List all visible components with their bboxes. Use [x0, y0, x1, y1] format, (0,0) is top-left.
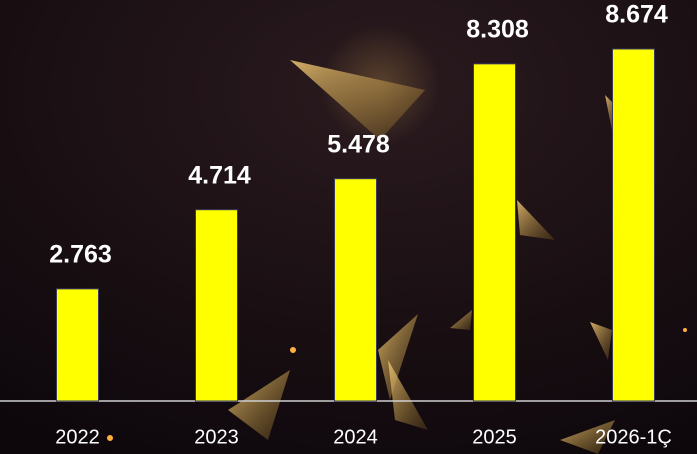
value-label: 8.674 [605, 1, 668, 29]
value-label: 8.308 [466, 15, 529, 43]
value-label: 2.763 [49, 240, 112, 268]
bar [195, 209, 238, 402]
x-tick-label: 2024 [333, 426, 378, 448]
bar [56, 288, 99, 402]
x-tick-label: 2023 [194, 426, 239, 448]
bar [612, 48, 655, 402]
x-tick-label: 2022 [55, 426, 100, 448]
x-tick-label: 2025 [472, 426, 517, 448]
bar [334, 178, 377, 402]
decoration [107, 25, 687, 454]
value-label: 5.478 [327, 130, 390, 158]
x-tick-label: 2026-1Ç [595, 426, 672, 448]
value-label: 4.714 [188, 161, 251, 189]
bar [473, 63, 516, 402]
